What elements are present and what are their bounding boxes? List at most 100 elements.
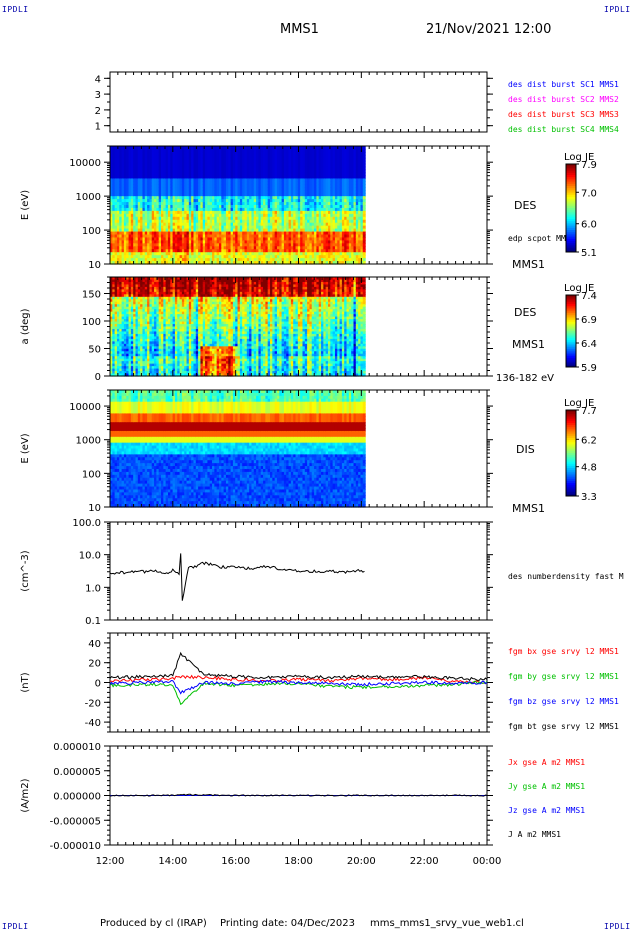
spectrogram-cell-1-87-17 bbox=[311, 196, 315, 200]
spectrogram-cell-1-67-8 bbox=[265, 169, 269, 174]
spectrogram-cell-1-63-17 bbox=[256, 196, 260, 200]
spectrogram-cell-2-1-22 bbox=[112, 331, 116, 335]
spectrogram-cell-1-99-19 bbox=[339, 202, 343, 206]
spectrogram-cell-1-106-18 bbox=[355, 199, 359, 203]
spectrogram-cell-1-75-23 bbox=[283, 213, 287, 218]
spectrogram-cell-1-34-26 bbox=[188, 222, 192, 227]
spectrogram-cell-1-16-1 bbox=[147, 148, 151, 153]
spectrogram-cell-1-78-26 bbox=[290, 222, 294, 227]
spectrogram-cell-1-93-22 bbox=[325, 210, 329, 215]
spectrogram-cell-1-105-37 bbox=[353, 255, 357, 259]
spectrogram-cell-2-4-36 bbox=[119, 366, 123, 370]
spectrogram-cell-1-53-28 bbox=[232, 228, 236, 233]
spectrogram-cell-1-25-12 bbox=[167, 181, 171, 185]
spectrogram-cell-1-51-33 bbox=[228, 243, 232, 247]
spectrogram-cell-1-1-16 bbox=[112, 193, 116, 197]
spectrogram-cell-1-48-3 bbox=[221, 154, 225, 159]
spectrogram-cell-1-105-16 bbox=[353, 193, 357, 197]
spectrogram-cell-1-20-19 bbox=[156, 202, 160, 206]
spectrogram-cell-2-1-36 bbox=[112, 366, 116, 370]
spectrogram-cell-1-74-27 bbox=[281, 225, 285, 230]
spectrogram-cell-1-9-4 bbox=[130, 157, 134, 162]
spectrogram-cell-1-56-24 bbox=[239, 216, 243, 221]
spectrogram-cell-1-29-14 bbox=[177, 187, 181, 191]
spectrogram-cell-1-18-21 bbox=[151, 207, 155, 212]
spectrogram-cell-1-39-2 bbox=[200, 151, 204, 156]
spectrogram-cell-1-36-20 bbox=[193, 205, 197, 209]
spectrogram-cell-1-76-19 bbox=[286, 202, 290, 206]
spectrogram-cell-1-5-26 bbox=[121, 222, 125, 227]
spectrogram-cell-1-33-26 bbox=[186, 222, 190, 227]
spectrogram-cell-1-67-31 bbox=[265, 237, 269, 241]
spectrogram-cell-1-109-17 bbox=[362, 196, 366, 200]
spectrogram-cell-1-92-2 bbox=[323, 151, 327, 156]
spectrogram-cell-1-10-8 bbox=[133, 169, 137, 174]
spectrogram-cell-1-73-19 bbox=[279, 202, 283, 206]
spectrogram-cell-1-38-38 bbox=[198, 258, 202, 262]
spectrogram-cell-1-88-31 bbox=[314, 237, 318, 241]
spectrogram-cell-1-107-20 bbox=[358, 205, 362, 209]
spectrogram-cell-1-13-38 bbox=[140, 258, 144, 262]
spectrogram-cell-2-1-26 bbox=[112, 341, 116, 345]
spectrogram-cell-1-23-11 bbox=[163, 178, 167, 182]
spectrogram-cell-1-51-15 bbox=[228, 190, 232, 194]
spectrogram-cell-1-4-27 bbox=[119, 225, 123, 230]
spectrogram-cell-1-93-32 bbox=[325, 240, 329, 244]
spectrogram-cell-2-1-6 bbox=[112, 291, 116, 295]
spectrogram-cell-1-100-7 bbox=[341, 166, 345, 171]
spectrogram-cell-1-30-10 bbox=[179, 175, 183, 180]
spectrogram-cell-1-46-5 bbox=[216, 160, 220, 165]
spectrogram-cell-1-51-12 bbox=[228, 181, 232, 185]
spectrogram-cell-1-5-1 bbox=[121, 148, 125, 153]
spectrogram-cell-1-83-24 bbox=[302, 216, 306, 221]
spectrogram-cell-1-56-29 bbox=[239, 231, 243, 236]
spectrogram-cell-1-36-30 bbox=[193, 234, 197, 239]
spectrogram-cell-1-88-26 bbox=[314, 222, 318, 227]
spectrogram-cell-1-37-35 bbox=[195, 249, 199, 253]
spectrogram-cell-2-5-2 bbox=[121, 281, 125, 286]
spectrogram-cell-1-97-3 bbox=[334, 154, 338, 159]
spectrogram-cell-1-54-24 bbox=[235, 216, 239, 221]
spectrogram-cell-1-41-5 bbox=[205, 160, 209, 165]
spectrogram-cell-1-16-8 bbox=[147, 169, 151, 174]
spectrogram-cell-1-29-19 bbox=[177, 202, 181, 206]
spectrogram-cell-1-10-28 bbox=[133, 228, 137, 233]
spectrogram-cell-1-54-17 bbox=[235, 196, 239, 200]
spectrogram-cell-1-10-25 bbox=[133, 219, 137, 224]
spectrogram-cell-1-71-3 bbox=[274, 154, 278, 159]
spectrogram-cell-1-87-7 bbox=[311, 166, 315, 171]
spectrogram-cell-1-25-1 bbox=[167, 148, 171, 153]
spectrogram-cell-1-103-2 bbox=[348, 151, 352, 156]
spectrogram-cell-1-7-33 bbox=[126, 243, 130, 247]
spectrogram-cell-1-29-18 bbox=[177, 199, 181, 203]
spectrogram-cell-1-107-10 bbox=[358, 175, 362, 180]
spectrogram-cell-1-73-12 bbox=[279, 181, 283, 185]
spectrogram-cell-1-95-4 bbox=[330, 157, 334, 162]
spectrogram-cell-1-87-2 bbox=[311, 151, 315, 156]
spectrogram-cell-1-21-14 bbox=[158, 187, 162, 191]
spectrogram-cell-1-19-11 bbox=[154, 178, 157, 182]
spectrogram-cell-1-36-17 bbox=[193, 196, 197, 200]
spectrogram-cell-1-35-13 bbox=[191, 184, 195, 188]
spectrogram-cell-1-59-11 bbox=[246, 178, 250, 182]
spectrogram-cell-1-63-21 bbox=[256, 207, 260, 212]
spectrogram-cell-1-40-31 bbox=[202, 237, 206, 241]
spectrogram-cell-1-97-4 bbox=[334, 157, 338, 162]
spectrogram-cell-1-3-19 bbox=[116, 202, 120, 206]
spectrogram-cell-1-65-15 bbox=[260, 190, 264, 194]
spectrogram-cell-1-16-31 bbox=[147, 237, 151, 241]
spectrogram-cell-1-40-30 bbox=[202, 234, 206, 239]
spectrogram-cell-1-38-4 bbox=[198, 157, 202, 162]
spectrogram-cell-1-82-30 bbox=[300, 234, 304, 239]
spectrogram-cell-1-69-26 bbox=[270, 222, 273, 227]
spectrogram-cell-1-102-36 bbox=[346, 252, 350, 256]
spectrogram-cell-1-4-17 bbox=[119, 196, 123, 200]
spectrogram-cell-1-2-7 bbox=[114, 166, 118, 171]
spectrogram-cell-1-68-1 bbox=[267, 148, 271, 153]
spectrogram-cell-1-48-37 bbox=[221, 255, 225, 259]
spectrogram-cell-1-75-1 bbox=[283, 148, 287, 153]
spectrogram-cell-1-104-0 bbox=[351, 146, 355, 150]
spectrogram-cell-1-10-24 bbox=[133, 216, 137, 221]
spectrogram-cell-1-66-12 bbox=[263, 181, 266, 185]
spectrogram-cell-1-108-39 bbox=[360, 261, 364, 265]
